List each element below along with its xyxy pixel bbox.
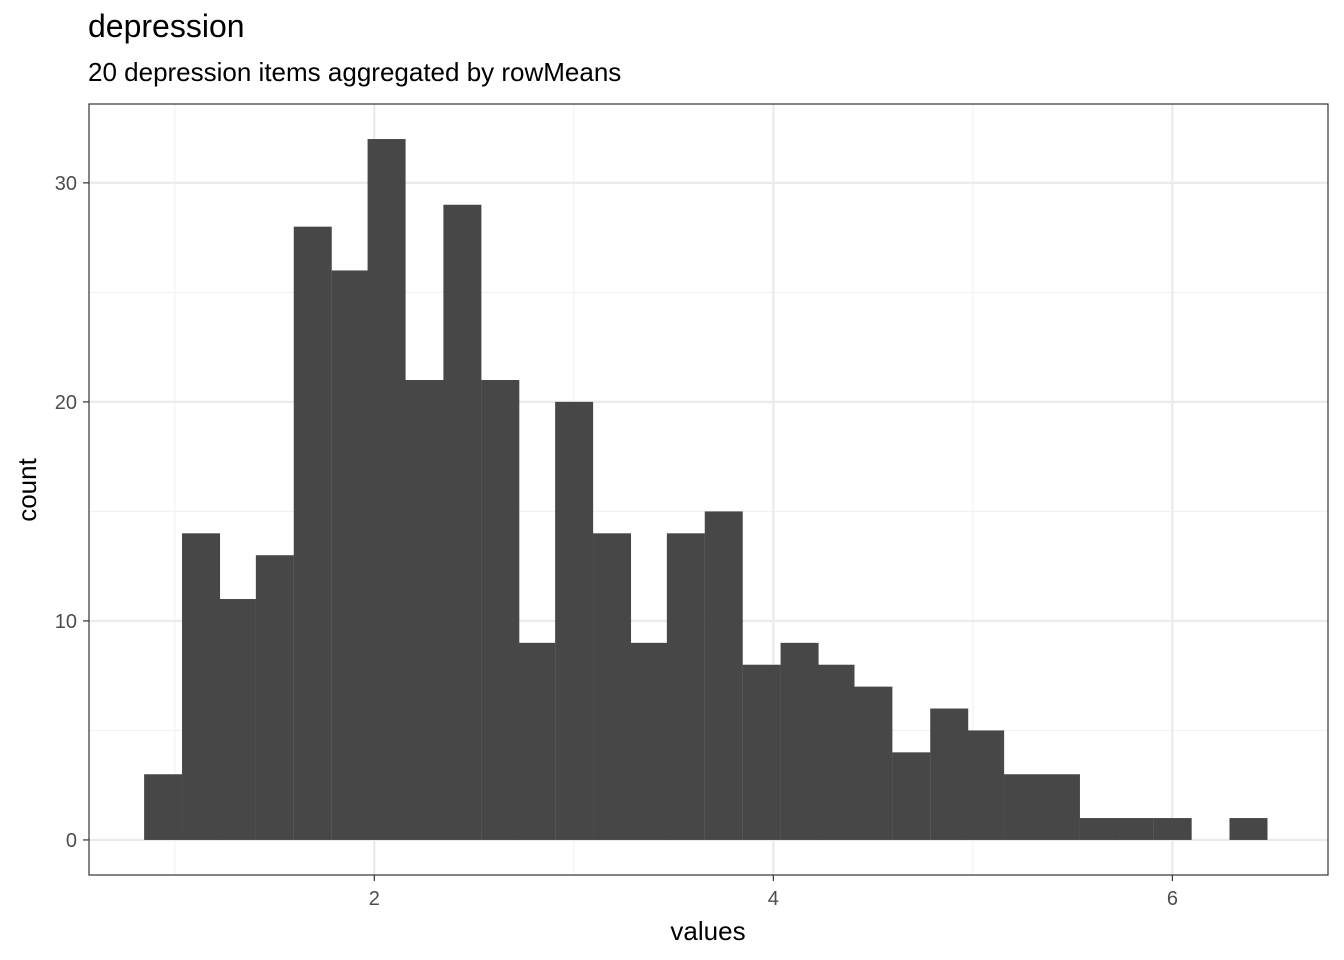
histogram-bar	[1115, 818, 1154, 840]
histogram-bar	[780, 642, 819, 840]
x-axis-title: values	[670, 916, 745, 946]
histogram-bar	[182, 533, 221, 840]
histogram-bar	[1004, 774, 1043, 840]
histogram-bar	[666, 533, 705, 840]
y-tick-label: 30	[55, 173, 77, 195]
histogram-bar	[1153, 818, 1192, 840]
y-tick-label: 20	[55, 392, 77, 414]
histogram-bar	[481, 379, 520, 840]
y-axis-title: count	[12, 457, 42, 521]
histogram-bar	[704, 511, 743, 840]
histogram-bar	[854, 686, 893, 840]
histogram-bar	[367, 139, 406, 840]
histogram-bar	[144, 774, 183, 840]
histogram-bar	[405, 379, 444, 840]
histogram-bar	[742, 664, 781, 840]
histogram-bar	[816, 664, 855, 840]
chart-title: depression	[88, 8, 245, 44]
histogram-bar	[255, 555, 294, 840]
histogram-bar	[555, 401, 594, 840]
x-tick-label: 2	[369, 888, 380, 910]
histogram-bar	[217, 599, 256, 840]
x-tick-label: 4	[768, 888, 779, 910]
histogram-bar	[593, 533, 632, 840]
y-tick-label: 0	[66, 830, 77, 852]
histogram-bar	[966, 730, 1005, 840]
chart-subtitle: 20 depression items aggregated by rowMea…	[88, 57, 622, 87]
histogram-bars	[144, 139, 1268, 840]
histogram-bar	[892, 752, 931, 840]
x-tick-label: 6	[1167, 888, 1178, 910]
histogram-bar	[517, 642, 556, 840]
histogram-bar	[1229, 818, 1268, 840]
axis-ticks: 2 4 6 0 10 20 30	[55, 173, 1178, 910]
panel-border	[88, 103, 1329, 876]
histogram-bar	[1041, 774, 1080, 840]
histogram-bar	[1079, 818, 1118, 840]
y-tick-label: 10	[55, 611, 77, 633]
histogram-bar	[443, 204, 482, 840]
histogram-bar	[331, 270, 370, 840]
histogram-bar	[293, 226, 332, 840]
histogram-bar	[630, 642, 669, 840]
histogram-bar	[930, 708, 969, 840]
